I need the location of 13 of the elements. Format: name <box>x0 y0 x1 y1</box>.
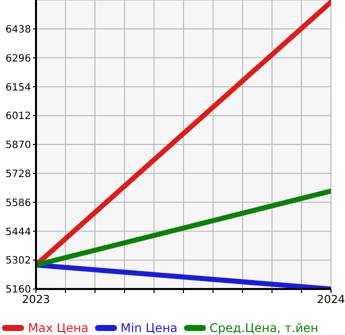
y-tick-label: 6154 <box>6 82 31 94</box>
y-tick-label: 5586 <box>6 198 31 209</box>
y-tick-label: 5444 <box>6 226 31 238</box>
y-tick-label: 5728 <box>6 168 31 180</box>
legend-label: Max Цена <box>27 321 89 335</box>
y-tick-label: 5302 <box>6 256 31 267</box>
y-tick-label: 5870 <box>6 140 31 152</box>
legend-label: Min Цена <box>120 321 178 335</box>
legend-label: Сред.Цена, т.йен <box>208 321 318 335</box>
y-tick-label: 6296 <box>6 53 31 64</box>
y-tick-label: 6012 <box>6 111 31 122</box>
x-tick-label: 2024 <box>317 292 345 306</box>
y-tick-label: 6438 <box>6 24 31 36</box>
